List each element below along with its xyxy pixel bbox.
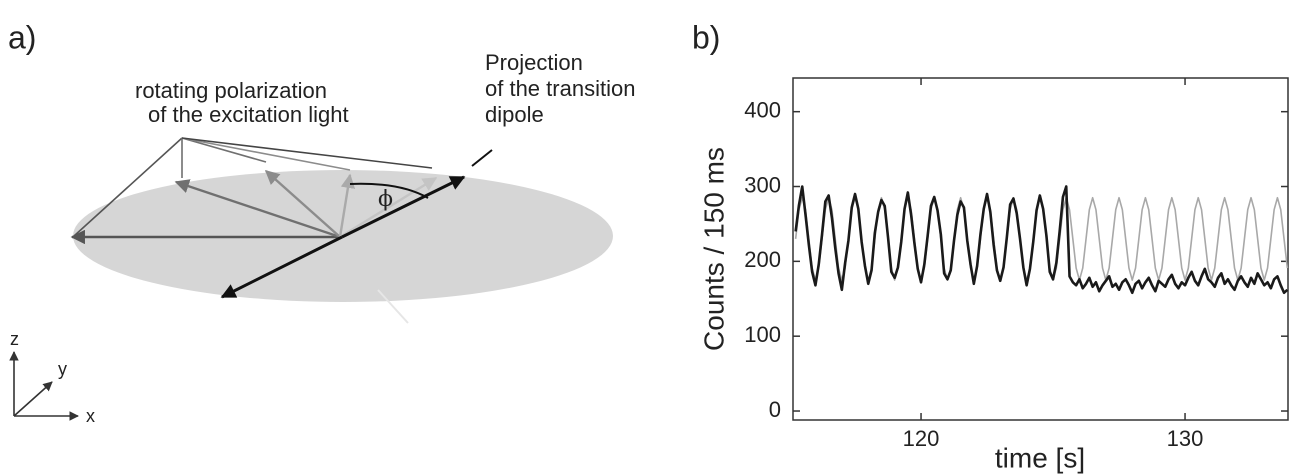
x-tick-label: 120 — [903, 426, 940, 451]
plot-frame — [792, 77, 1289, 421]
angle-arc — [349, 182, 429, 199]
y-axis-title: Counts / 150 ms — [698, 147, 729, 351]
annotation: dipole — [485, 102, 544, 127]
y-tick-label: 300 — [744, 172, 781, 197]
annotation: rotating polarization — [135, 78, 327, 103]
panel-label: a) — [8, 19, 36, 55]
angle-label: ϕ — [378, 187, 393, 212]
y-tick-label: 200 — [744, 247, 781, 272]
x-axis-title: time [s] — [995, 442, 1085, 473]
annotation: of the transition — [485, 76, 635, 101]
polarization-arrows — [70, 170, 438, 245]
axis-icon-label: y — [58, 359, 67, 379]
pointer — [471, 149, 493, 167]
axes-icon — [9, 351, 79, 421]
axis-icon-label: z — [10, 329, 19, 349]
y-tick-label: 400 — [744, 97, 781, 122]
series-line — [794, 185, 1289, 295]
panel-b: b) time [s] Counts / 150 ms 0 100 200 300 40… — [692, 19, 1289, 473]
polarization-lines — [73, 137, 433, 237]
shadow — [377, 289, 409, 324]
x-tick-label: 130 — [1167, 426, 1204, 451]
panel-a: a) ϕ rotating polarization of the excita… — [8, 19, 635, 425]
annotation: Projection — [485, 50, 583, 75]
series-line — [794, 196, 1289, 281]
dipole-arrow — [220, 235, 343, 299]
axis-icon-label: x — [86, 406, 95, 426]
y-tick-label: 100 — [744, 322, 781, 347]
annotation: of the excitation light — [148, 102, 349, 127]
panel-label: b) — [692, 19, 720, 55]
dipole-arrow — [341, 175, 466, 239]
y-tick-label: 0 — [769, 397, 781, 422]
